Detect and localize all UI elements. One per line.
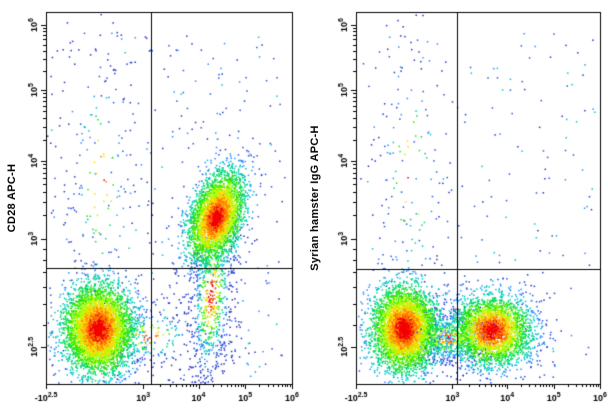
left-plot-canvas <box>0 0 304 417</box>
right-y-axis-title: Syrian hamster IgG APC-H <box>309 125 321 271</box>
left-y-axis-title: CD28 APC-H <box>6 163 18 233</box>
right-plot-canvas <box>304 0 608 417</box>
